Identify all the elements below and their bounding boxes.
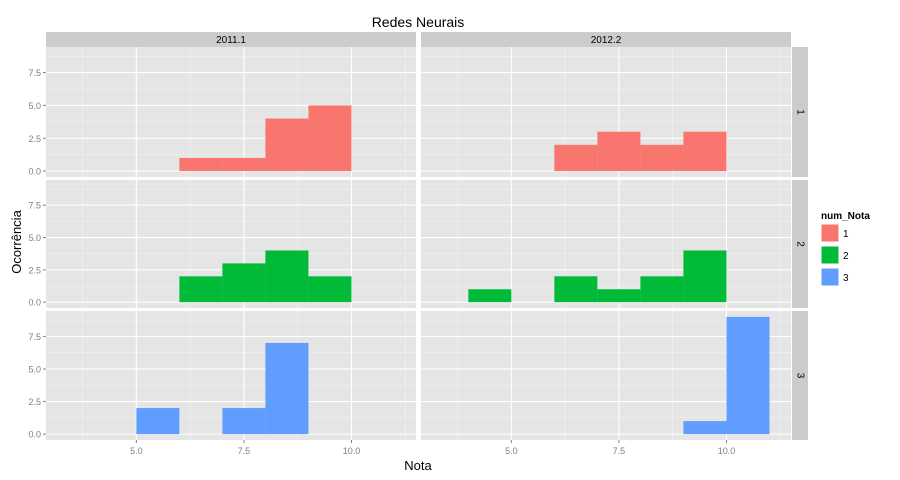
chart-title: Redes Neurais [372, 14, 465, 30]
row-strip-label: 2 [795, 241, 806, 247]
histogram-bar [468, 289, 512, 303]
histogram-bar [726, 316, 770, 435]
column-strip-label: 2012.2 [591, 35, 622, 46]
x-tick-label: 5.0 [505, 446, 518, 456]
y-axis-label: Ocorrência [9, 209, 24, 273]
histogram-bar [597, 289, 641, 303]
histogram-bar [222, 157, 266, 172]
histogram-bar [179, 276, 223, 303]
legend-swatch [820, 245, 840, 265]
legend-swatch [820, 223, 840, 243]
column-strip [46, 32, 416, 47]
legend-label: 2 [843, 251, 849, 262]
y-tick-label: 2.5 [28, 265, 41, 275]
y-tick-label: 2.5 [28, 134, 41, 144]
panel-background [46, 47, 416, 177]
panel-background [421, 180, 791, 308]
histogram-bar [597, 131, 641, 172]
y-tick-label: 0.0 [28, 298, 41, 308]
legend-label: 1 [843, 229, 849, 240]
histogram-bar [683, 250, 727, 303]
y-tick-label: 0.0 [28, 167, 41, 177]
x-axis-label: Nota [404, 458, 432, 473]
x-tick-label: 7.5 [613, 446, 626, 456]
histogram-bar [554, 276, 598, 303]
y-tick-label: 2.5 [28, 397, 41, 407]
y-tick-label: 7.5 [28, 332, 41, 342]
histogram-bar [136, 408, 180, 435]
row-strip [792, 311, 808, 440]
x-tick-label: 7.5 [238, 446, 251, 456]
histogram-bar [265, 118, 309, 172]
histogram-bar [222, 408, 266, 435]
histogram-bar [222, 263, 266, 303]
histogram-bar [554, 144, 598, 172]
y-tick-label: 5.0 [28, 233, 41, 243]
column-strip [421, 32, 791, 47]
x-tick-label: 5.0 [130, 446, 143, 456]
histogram-bar [683, 131, 727, 172]
legend-label: 3 [843, 273, 849, 284]
histogram-bar [640, 276, 684, 303]
histogram-bar [265, 342, 309, 435]
y-tick-label: 0.0 [28, 430, 41, 440]
histogram-bar [265, 250, 309, 303]
row-strip [792, 47, 808, 177]
row-strip [792, 180, 808, 308]
y-tick-label: 7.5 [28, 68, 41, 78]
histogram-bar [179, 157, 223, 172]
histogram-bar [308, 276, 352, 303]
legend-swatch [820, 267, 840, 287]
legend: num_Nota 1 2 3 [820, 211, 870, 287]
x-tick-label: 10.0 [718, 446, 736, 456]
legend-title: num_Nota [821, 211, 870, 222]
facet-grid: 2011.1 2012.2 1 2 3 0.0 2.5 5.0 7.5 0.0 2.5 5.0 7.5 0… [28, 32, 808, 456]
histogram-bar [308, 105, 352, 172]
column-strip-label: 2011.1 [216, 35, 246, 46]
histogram-bar [683, 421, 727, 435]
y-tick-label: 5.0 [28, 364, 41, 374]
histogram-bar [640, 144, 684, 172]
y-tick-label: 5.0 [28, 101, 41, 111]
row-strip-label: 3 [795, 373, 806, 379]
y-tick-label: 7.5 [28, 201, 41, 211]
row-strip-label: 1 [795, 109, 806, 115]
x-tick-label: 10.0 [343, 446, 361, 456]
